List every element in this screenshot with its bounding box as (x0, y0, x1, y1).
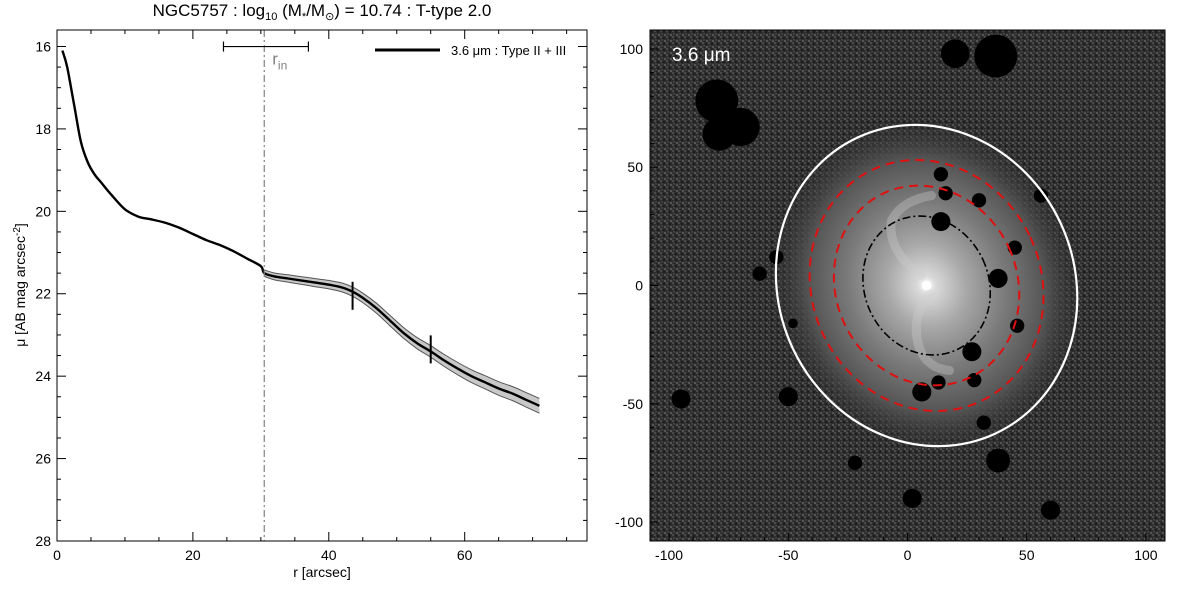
masked-source (902, 488, 922, 508)
masked-source (976, 415, 991, 430)
series-group (61, 50, 540, 407)
profile-panel: NGC5757 : log10 (M*/M⊙) = 10.74 : T-type… (12, 1, 588, 580)
spiral-arm (886, 191, 937, 280)
break-ellipse (832, 184, 1021, 387)
y-tick-label: 26 (35, 451, 51, 467)
masked-source (702, 117, 736, 151)
img-x-tick-label: 100 (1134, 547, 1158, 563)
masked-source (671, 389, 691, 409)
x-tick-label: 0 (53, 547, 61, 563)
y-axis-label: μ [AB mag arcsec-2] (12, 223, 28, 347)
img-x-tick-label: 0 (904, 547, 912, 563)
chart-title: NGC5757 : log10 (M*/M⊙) = 10.74 : T-type… (153, 1, 492, 23)
masked-source (1010, 318, 1025, 333)
masked-source (912, 382, 932, 402)
x-tick-label: 20 (185, 547, 201, 563)
img-y-tick-label: 0 (635, 278, 643, 294)
img-y-tick-label: -50 (623, 396, 643, 412)
image-panel: -100 -50 0 50 100 -100 -50 0 50 100 3.6 μm (615, 29, 1166, 563)
masked-source (931, 375, 946, 390)
masked-source (778, 387, 798, 407)
band-lower-edge (264, 275, 540, 414)
spiral-arms (886, 191, 955, 375)
uncertainty-band-group (264, 269, 540, 414)
img-y-tick-label: 100 (620, 41, 644, 57)
spiral-arm (911, 289, 955, 375)
image-axis-ticks: -100 -50 0 50 100 -100 -50 0 50 100 (615, 41, 1158, 563)
break-ellipse (808, 159, 1045, 412)
masked-source (974, 34, 1018, 78)
masked-source (788, 318, 798, 329)
y-tick-label: 28 (35, 533, 51, 549)
x-tick-label: 60 (457, 547, 473, 563)
x-tick-label: 40 (321, 547, 337, 563)
uncertainty-band (264, 269, 540, 414)
r-in-label: rin (272, 50, 287, 73)
masked-source (931, 212, 951, 232)
masked-source (847, 455, 863, 471)
band-upper-edge (264, 269, 540, 399)
masked-source (988, 268, 1008, 288)
img-x-tick-label: -100 (655, 547, 683, 563)
title-galaxy: NGC5757 (153, 1, 229, 20)
masked-source (971, 193, 987, 208)
x-axis-label: r [arcsec] (293, 564, 351, 580)
profile-line (61, 50, 540, 407)
legend: 3.6 μm : Type II + III (375, 43, 566, 58)
axis-ticks: 0 20 40 60 16 18 20 22 24 26 28 (35, 30, 587, 563)
masked-source (1033, 188, 1049, 203)
galaxy-nucleus (921, 280, 932, 291)
masked-source (940, 39, 970, 68)
y-tick-label: 16 (35, 38, 51, 54)
masked-source (752, 266, 767, 281)
band-label: 3.6 μm (672, 45, 730, 66)
legend-label: 3.6 μm : Type II + III (451, 43, 566, 58)
img-y-tick-label: 50 (627, 159, 643, 175)
y-tick-label: 24 (35, 368, 51, 384)
y-tick-label: 22 (35, 286, 51, 302)
img-x-tick-label: -50 (778, 547, 798, 563)
inner-ellipse (862, 215, 992, 356)
masked-source (962, 342, 982, 362)
y-tick-label: 20 (35, 203, 51, 219)
y-tick-label: 18 (35, 121, 51, 137)
masked-source (933, 167, 949, 182)
img-y-tick-label: -100 (615, 514, 643, 530)
masked-source (967, 372, 982, 388)
outer-ellipse (774, 123, 1079, 448)
masked-source (986, 448, 1011, 473)
isophote-ellipses (774, 123, 1079, 448)
masked-source (695, 79, 739, 123)
img-x-tick-label: 50 (1019, 547, 1035, 563)
plot-frame (56, 29, 588, 542)
masked-source (1041, 500, 1061, 520)
annotation-group: rin (222, 30, 432, 541)
